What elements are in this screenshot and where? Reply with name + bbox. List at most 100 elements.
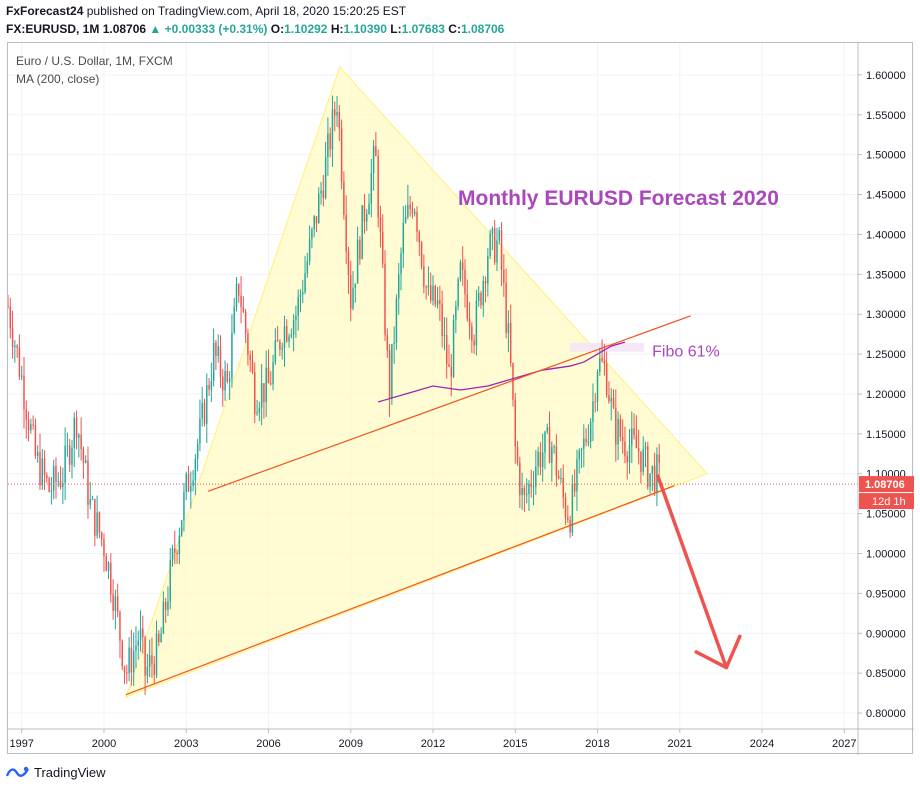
- candle[interactable]: [180, 520, 183, 536]
- candle[interactable]: [500, 230, 503, 270]
- candle[interactable]: [619, 418, 622, 437]
- triangle-pattern[interactable]: [125, 65, 709, 698]
- candle[interactable]: [532, 486, 535, 488]
- candle[interactable]: [187, 473, 190, 492]
- candle[interactable]: [615, 407, 617, 445]
- candle[interactable]: [146, 666, 149, 676]
- candle[interactable]: [292, 320, 295, 335]
- candle[interactable]: [498, 230, 501, 241]
- candle[interactable]: [541, 452, 544, 468]
- candle[interactable]: [427, 285, 430, 288]
- candle[interactable]: [477, 293, 480, 301]
- candle[interactable]: [89, 499, 92, 505]
- candle[interactable]: [114, 596, 117, 611]
- candle[interactable]: [9, 306, 12, 329]
- candle[interactable]: [258, 407, 261, 413]
- candle[interactable]: [354, 283, 357, 288]
- candle[interactable]: [78, 434, 80, 438]
- candle[interactable]: [637, 448, 640, 452]
- candle[interactable]: [270, 383, 272, 385]
- candle[interactable]: [98, 512, 101, 533]
- candle[interactable]: [210, 380, 213, 390]
- candle[interactable]: [208, 385, 210, 390]
- candle[interactable]: [25, 409, 28, 420]
- forecast-arrow-head-icon[interactable]: [694, 634, 742, 670]
- candle[interactable]: [233, 306, 235, 333]
- candle[interactable]: [544, 431, 546, 453]
- candle[interactable]: [219, 346, 222, 377]
- candle[interactable]: [286, 326, 288, 342]
- candle[interactable]: [306, 261, 309, 274]
- candle[interactable]: [621, 436, 624, 442]
- candle[interactable]: [649, 473, 651, 487]
- candle[interactable]: [212, 342, 215, 381]
- candle[interactable]: [386, 335, 389, 351]
- candle[interactable]: [482, 281, 485, 306]
- candle[interactable]: [464, 269, 466, 295]
- candle[interactable]: [36, 452, 39, 456]
- candle[interactable]: [50, 490, 53, 492]
- candle[interactable]: [34, 425, 37, 456]
- candle[interactable]: [395, 298, 398, 343]
- candle[interactable]: [612, 397, 615, 408]
- candle[interactable]: [411, 209, 414, 214]
- candle[interactable]: [512, 362, 514, 400]
- candle[interactable]: [349, 275, 352, 309]
- candle[interactable]: [487, 256, 489, 284]
- candle[interactable]: [30, 424, 32, 431]
- candle[interactable]: [578, 450, 580, 460]
- candle[interactable]: [336, 111, 338, 116]
- candle[interactable]: [137, 640, 139, 646]
- candle[interactable]: [334, 109, 336, 116]
- candle[interactable]: [402, 222, 405, 254]
- candle[interactable]: [562, 477, 564, 498]
- candle[interactable]: [52, 466, 55, 491]
- candle[interactable]: [626, 456, 628, 463]
- candle[interactable]: [87, 460, 89, 505]
- candle[interactable]: [302, 292, 304, 295]
- candle[interactable]: [359, 239, 361, 259]
- candle[interactable]: [201, 402, 203, 419]
- candle[interactable]: [596, 372, 599, 402]
- candle[interactable]: [311, 229, 313, 240]
- candle[interactable]: [368, 203, 370, 215]
- candle[interactable]: [400, 253, 402, 275]
- candle[interactable]: [18, 347, 21, 377]
- candle[interactable]: [601, 358, 603, 361]
- candle[interactable]: [580, 448, 583, 451]
- candle[interactable]: [251, 360, 254, 373]
- fibo-label[interactable]: Fibo 61%: [652, 344, 720, 361]
- candle[interactable]: [247, 333, 249, 356]
- candle[interactable]: [365, 214, 368, 222]
- candle[interactable]: [381, 232, 384, 264]
- candle[interactable]: [505, 283, 507, 333]
- candle[interactable]: [377, 156, 379, 218]
- candle[interactable]: [409, 204, 411, 210]
- candle[interactable]: [274, 340, 277, 363]
- candle[interactable]: [521, 488, 523, 496]
- candle[interactable]: [132, 650, 135, 673]
- candle[interactable]: [272, 362, 274, 385]
- candle[interactable]: [557, 475, 560, 479]
- candle[interactable]: [535, 466, 537, 487]
- candle[interactable]: [100, 532, 103, 540]
- candle[interactable]: [263, 383, 265, 402]
- candle[interactable]: [331, 109, 334, 150]
- candle[interactable]: [635, 434, 638, 449]
- candle[interactable]: [174, 548, 176, 553]
- candle[interactable]: [14, 345, 16, 347]
- candle[interactable]: [379, 217, 382, 233]
- candle[interactable]: [160, 633, 162, 643]
- candle[interactable]: [91, 499, 94, 501]
- candle[interactable]: [439, 300, 441, 304]
- candle[interactable]: [254, 372, 256, 414]
- candle[interactable]: [455, 306, 457, 320]
- candle[interactable]: [119, 611, 121, 641]
- candle[interactable]: [375, 146, 377, 157]
- candle[interactable]: [57, 481, 60, 483]
- candle[interactable]: [651, 465, 654, 474]
- candle[interactable]: [242, 307, 245, 312]
- candle[interactable]: [55, 466, 57, 482]
- candle[interactable]: [153, 663, 155, 676]
- candle[interactable]: [192, 480, 194, 486]
